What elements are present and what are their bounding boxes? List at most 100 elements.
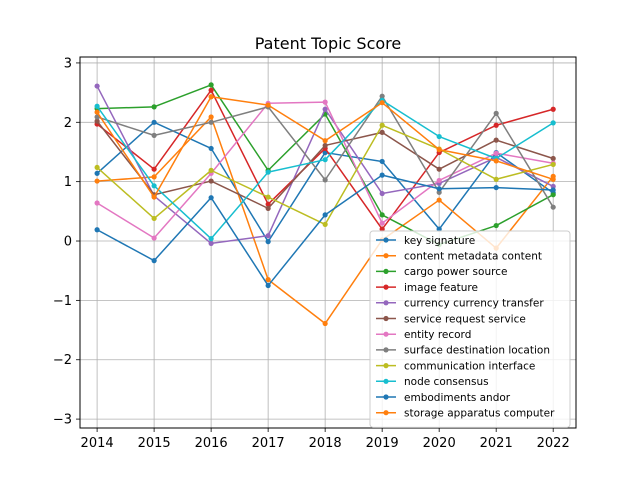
x-tick-label: 2014 bbox=[81, 436, 114, 451]
legend-swatch-marker bbox=[383, 347, 388, 352]
data-point bbox=[95, 178, 100, 183]
data-point bbox=[152, 194, 157, 199]
data-point bbox=[209, 241, 214, 246]
data-point bbox=[95, 200, 100, 205]
x-tick-label: 2020 bbox=[423, 436, 456, 451]
legend-label: communication interface bbox=[404, 360, 535, 372]
data-point bbox=[494, 177, 499, 182]
data-point bbox=[551, 177, 556, 182]
data-point bbox=[494, 151, 499, 156]
legend-label: surface destination location bbox=[404, 345, 550, 357]
data-point bbox=[152, 235, 157, 240]
x-tick-label: 2022 bbox=[537, 436, 570, 451]
y-tick-label: −3 bbox=[53, 413, 72, 428]
data-point bbox=[209, 168, 214, 173]
data-point bbox=[323, 157, 328, 162]
y-tick-label: −2 bbox=[53, 353, 72, 368]
data-point bbox=[266, 194, 271, 199]
legend-label: service request service bbox=[404, 313, 526, 325]
legend-swatch-marker bbox=[383, 300, 388, 305]
data-point bbox=[209, 82, 214, 87]
data-point bbox=[494, 111, 499, 116]
x-tick-label: 2019 bbox=[366, 436, 399, 451]
legend-swatch-marker bbox=[383, 363, 388, 368]
legend-swatch-marker bbox=[383, 237, 388, 242]
data-point bbox=[380, 159, 385, 164]
data-point bbox=[494, 223, 499, 228]
data-point bbox=[209, 88, 214, 93]
data-point bbox=[95, 104, 100, 109]
data-point bbox=[209, 146, 214, 151]
data-point bbox=[323, 222, 328, 227]
data-point bbox=[380, 191, 385, 196]
data-point bbox=[266, 283, 271, 288]
data-point bbox=[323, 143, 328, 148]
data-point bbox=[323, 138, 328, 143]
legend-label: entity record bbox=[404, 329, 471, 341]
data-point bbox=[209, 94, 214, 99]
data-point bbox=[494, 138, 499, 143]
y-tick-label: 0 bbox=[64, 235, 72, 250]
data-point bbox=[437, 134, 442, 139]
data-point bbox=[437, 186, 442, 191]
x-tick-label: 2021 bbox=[480, 436, 513, 451]
data-point bbox=[380, 221, 385, 226]
y-tick-label: 1 bbox=[64, 175, 72, 190]
legend-label: node consensus bbox=[404, 376, 489, 388]
data-point bbox=[266, 239, 271, 244]
data-point bbox=[551, 192, 556, 197]
data-point bbox=[551, 156, 556, 161]
legend-label: storage apparatus computer bbox=[404, 408, 555, 420]
y-tick-label: 2 bbox=[64, 116, 72, 131]
data-point bbox=[152, 104, 157, 109]
data-point bbox=[494, 185, 499, 190]
data-point bbox=[551, 107, 556, 112]
chart-title: Patent Topic Score bbox=[255, 34, 402, 53]
data-point bbox=[95, 171, 100, 176]
data-point bbox=[266, 206, 271, 211]
data-point bbox=[380, 212, 385, 217]
x-tick-label: 2015 bbox=[138, 436, 171, 451]
data-point bbox=[95, 227, 100, 232]
data-point bbox=[209, 236, 214, 241]
legend-swatch-marker bbox=[383, 269, 388, 274]
legend-swatch-marker bbox=[383, 253, 388, 258]
data-point bbox=[266, 233, 271, 238]
legend-swatch-marker bbox=[383, 410, 388, 415]
data-point bbox=[95, 83, 100, 88]
data-point bbox=[266, 102, 271, 107]
data-point bbox=[551, 187, 556, 192]
legend-swatch-marker bbox=[383, 332, 388, 337]
data-point bbox=[380, 173, 385, 178]
data-point bbox=[323, 177, 328, 182]
x-tick-label: 2016 bbox=[195, 436, 228, 451]
data-point bbox=[437, 178, 442, 183]
y-tick-label: 3 bbox=[64, 56, 72, 71]
data-point bbox=[380, 130, 385, 135]
data-point bbox=[551, 205, 556, 210]
x-tick-label: 2018 bbox=[309, 436, 342, 451]
data-point bbox=[494, 158, 499, 163]
legend-label: image feature bbox=[404, 282, 478, 294]
legend: key signature content metadata content car… bbox=[370, 231, 570, 427]
data-point bbox=[152, 216, 157, 221]
data-point bbox=[95, 165, 100, 170]
legend-label: embodiments andor bbox=[404, 392, 511, 404]
data-point bbox=[551, 162, 556, 167]
data-point bbox=[437, 147, 442, 152]
legend-label: key signature bbox=[404, 235, 475, 247]
data-point bbox=[323, 321, 328, 326]
data-point bbox=[380, 123, 385, 128]
data-point bbox=[209, 114, 214, 119]
data-point bbox=[266, 170, 271, 175]
legend-label: content metadata content bbox=[404, 251, 542, 263]
data-point bbox=[209, 178, 214, 183]
legend-label: cargo power source bbox=[404, 266, 507, 278]
data-point bbox=[437, 197, 442, 202]
data-point bbox=[323, 100, 328, 105]
data-point bbox=[494, 123, 499, 128]
data-point bbox=[152, 133, 157, 138]
data-point bbox=[551, 120, 556, 125]
legend-swatch-marker bbox=[383, 316, 388, 321]
